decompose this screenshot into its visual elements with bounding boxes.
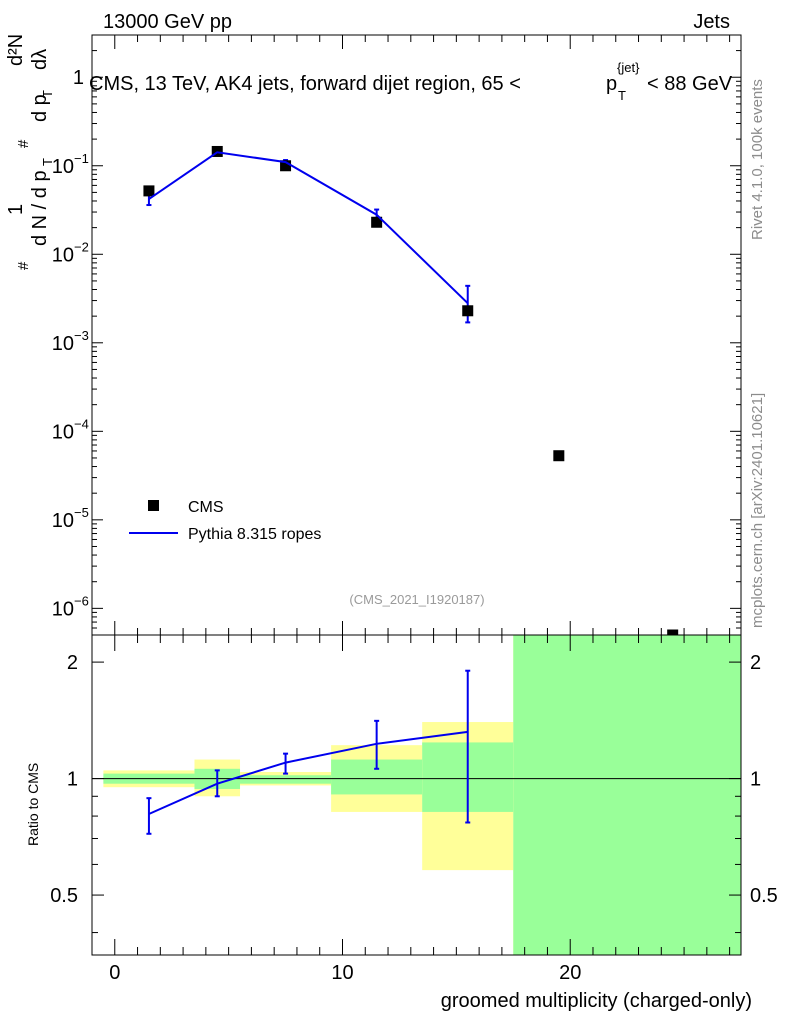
x-tick-label: 0: [109, 962, 120, 984]
plot-title: CMS, 13 TeV, AK4 jets, forward dijet reg…: [89, 60, 733, 103]
y-tick-label: 10: [52, 244, 74, 266]
main-ylabel: # 1 d N / d p T # d²N d p T dλ: [5, 34, 55, 270]
ylabel-dp: d p: [29, 94, 51, 122]
y-tick-exponent: −2: [74, 239, 89, 254]
cms-data-point: [280, 160, 292, 172]
ratio-ylabel: Ratio to CMS: [25, 763, 41, 846]
ratio-y-tick-label-left: 2: [67, 652, 78, 674]
x-tick-label: 20: [559, 962, 581, 984]
title-sub: T: [618, 88, 626, 103]
ratio-plot: 0.5 0.51 12 20 10 20: [50, 634, 778, 984]
ratio-y-tick-label-left: 0.5: [50, 885, 78, 907]
ratio-series: [92, 635, 741, 955]
cms-data-point: [553, 450, 565, 462]
uncertainty-band-inner: [240, 775, 332, 784]
legend-label-pythia: Pythia 8.315 ropes: [188, 526, 321, 543]
ratio-y-tick-label-right: 1: [750, 769, 761, 791]
ratio-frame: [91, 634, 742, 956]
main-plot: 110−110−210−310−410−510−6: [52, 34, 742, 636]
ylabel-d2n: d²N: [5, 34, 27, 66]
legend: CMS Pythia 8.315 ropes: [129, 499, 321, 543]
cms-data-point: [462, 305, 474, 317]
y-tick-exponent: −1: [74, 151, 89, 166]
title-prefix: CMS, 13 TeV, AK4 jets, forward dijet reg…: [89, 73, 521, 95]
cms-data-point: [371, 216, 383, 228]
y-tick-exponent: −6: [74, 593, 89, 608]
cms-data-point: [143, 185, 155, 197]
ratio-y-tick-label-right: 0.5: [750, 885, 778, 907]
ylabel-dlambda: dλ: [29, 49, 51, 70]
main-series: [143, 145, 679, 635]
main-frame: [91, 34, 742, 636]
legend-label-cms: CMS: [188, 499, 224, 516]
mcplots-label: mcplots.cern.ch [arXiv:2401.10621]: [749, 393, 766, 628]
header-right-label: Jets: [693, 11, 730, 33]
y-tick-exponent: −4: [74, 416, 89, 431]
title-suffix: < 88 GeV: [647, 73, 733, 95]
ylabel-hash-2: #: [15, 139, 32, 148]
y-tick-label: 10: [52, 598, 74, 620]
title-sup: {jet}: [617, 60, 640, 75]
x-tick-label: 10: [331, 962, 353, 984]
ratio-y-tick-label-left: 1: [67, 769, 78, 791]
ratio-y-tick-label-right: 2: [750, 652, 761, 674]
ratio-line: [148, 730, 468, 815]
ylabel-one: 1: [5, 204, 27, 215]
y-tick-exponent: −3: [74, 328, 89, 343]
ylabel-dn: d N / d p: [29, 170, 51, 246]
rivet-label: Rivet 4.1.0, 100k events: [749, 79, 766, 240]
ylabel-t-1: T: [40, 158, 55, 166]
pythia-line: [148, 151, 469, 304]
header-left-label: 13000 GeV pp: [103, 11, 232, 33]
cms-data-point: [667, 629, 679, 635]
y-tick-label: 1: [73, 67, 84, 89]
y-tick-exponent: −5: [74, 505, 89, 520]
ylabel-hash-1: #: [15, 261, 32, 270]
uncertainty-band-inner: [513, 635, 741, 955]
x-axis-label: groomed multiplicity (charged-only): [441, 990, 752, 1012]
y-tick-label: 10: [52, 333, 74, 355]
y-tick-label: 10: [52, 156, 74, 178]
y-tick-label: 10: [52, 421, 74, 443]
legend-marker-cms: [148, 500, 159, 511]
title-p: p: [606, 73, 617, 95]
ylabel-t-2: T: [40, 90, 55, 98]
y-tick-label: 10: [52, 510, 74, 532]
analysis-tag: (CMS_2021_I1920187): [349, 592, 484, 607]
